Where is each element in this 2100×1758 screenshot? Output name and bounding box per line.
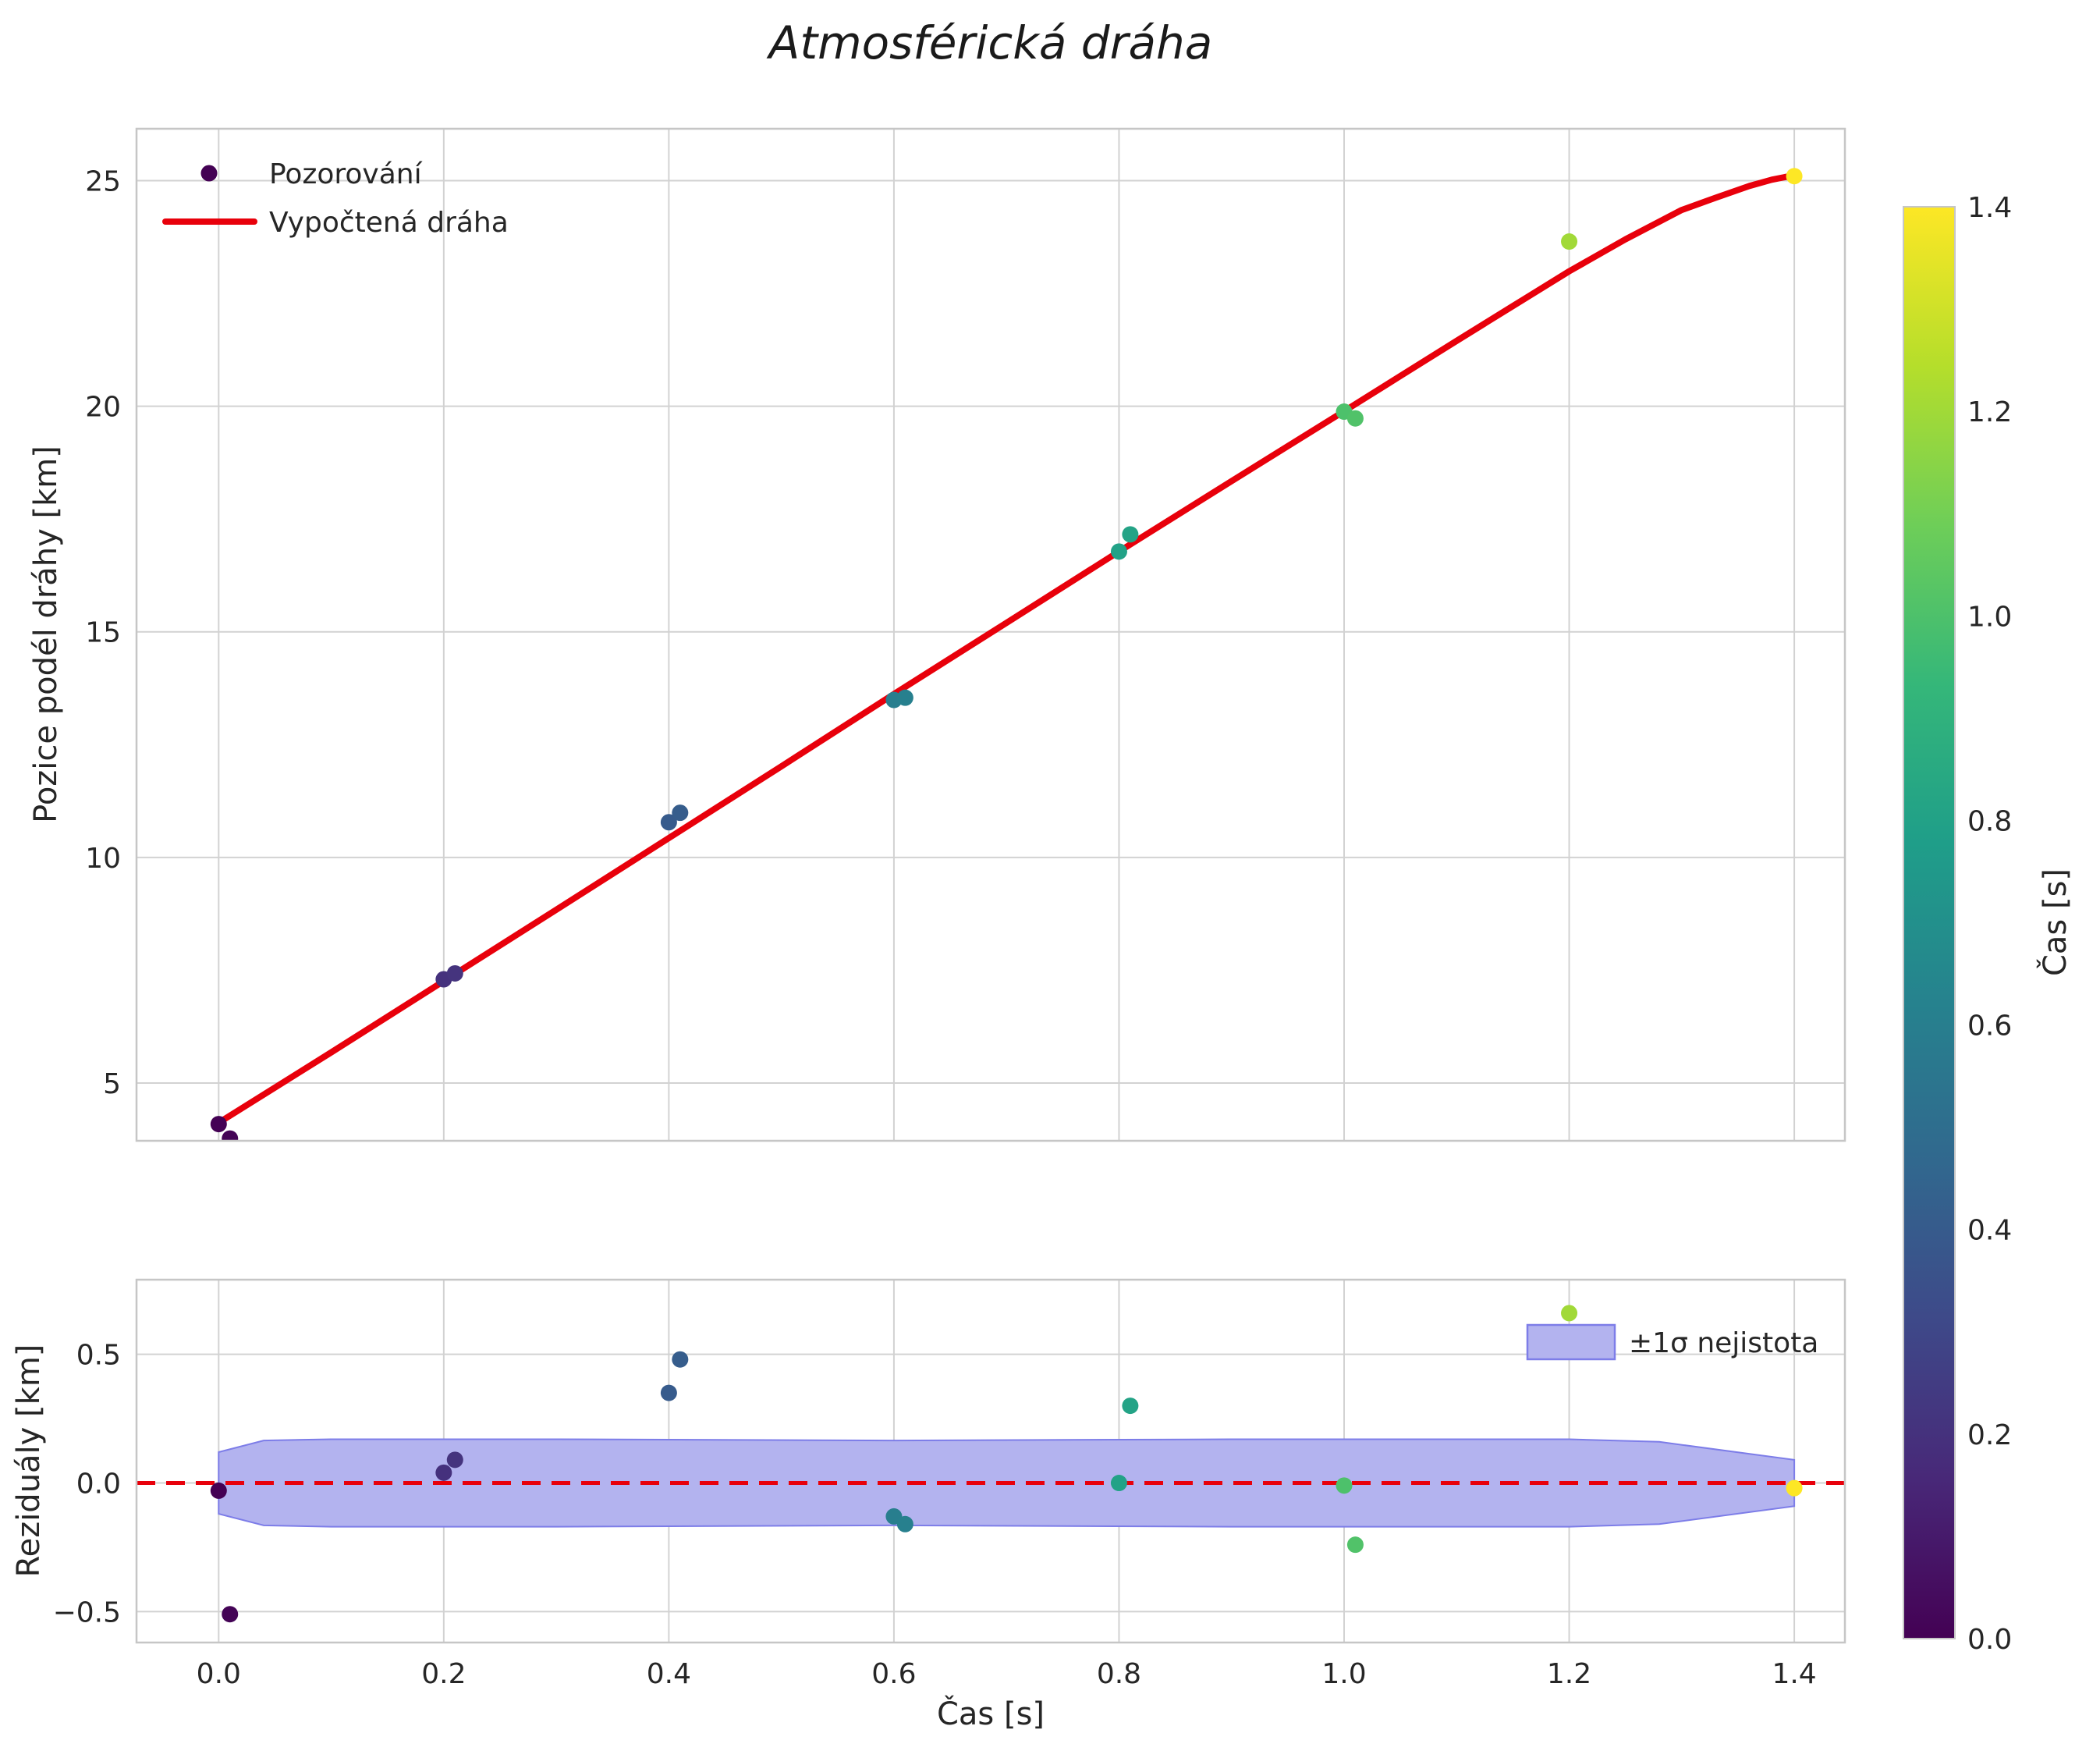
residual-ytick-label: −0.5 xyxy=(53,1596,121,1628)
legend-band-patch-icon xyxy=(1526,1323,1616,1361)
observation-point xyxy=(660,814,677,831)
colorbar-label: Čas [s] xyxy=(2036,868,2073,976)
colorbar-tick-label: 0.2 xyxy=(1967,1419,2012,1451)
colorbar-tick-label: 1.2 xyxy=(1967,396,2012,428)
residual-point xyxy=(1336,1477,1353,1494)
colorbar-tick-label: 0.4 xyxy=(1967,1215,2012,1247)
observation-point xyxy=(222,1130,239,1141)
residual-point xyxy=(446,1451,463,1469)
legend-bottom: ±1σ nejistota xyxy=(1526,1323,1818,1361)
residual-point xyxy=(222,1606,239,1623)
residual-ylabel: Reziduály [km] xyxy=(11,1344,47,1578)
legend-top: Pozorování Vypočtená dráha xyxy=(162,158,509,239)
top-ytick-label: 25 xyxy=(85,165,121,197)
top-plot-data xyxy=(210,168,1803,1141)
xtick-label: 1.4 xyxy=(1772,1658,1816,1690)
residual-point xyxy=(660,1384,677,1401)
top-plot-grid xyxy=(137,129,1845,1141)
legend-label-band: ±1σ nejistota xyxy=(1629,1327,1818,1359)
colorbar-gradient xyxy=(1903,207,1955,1639)
residual-plot-data xyxy=(137,1305,1845,1623)
colorbar-tick-label: 0.6 xyxy=(1967,1010,2012,1042)
observation-point xyxy=(446,964,463,982)
figure-title: Atmosférická dráha xyxy=(766,16,1213,69)
observation-point xyxy=(1786,168,1803,185)
axes-frames xyxy=(135,127,1846,1644)
observation-point xyxy=(1561,233,1578,250)
colorbar: 0.0 0.2 0.4 0.6 0.8 1.0 1.2 1.4 xyxy=(1903,192,2012,1656)
residual-ytick-label: 0.5 xyxy=(76,1340,121,1372)
residual-point xyxy=(210,1482,227,1499)
xtick-label: 0.4 xyxy=(647,1658,691,1690)
residual-point xyxy=(435,1464,452,1481)
residual-point xyxy=(1786,1479,1803,1497)
tick-labels: 5 10 15 20 25 −0.5 0.0 0.5 0.0 0.2 0.4 0.6 0.8 1.0 1.2… xyxy=(53,165,1817,1690)
colorbar-tick-label: 1.4 xyxy=(1967,192,2012,224)
xtick-label: 0.2 xyxy=(421,1658,466,1690)
residual-point xyxy=(1110,1475,1127,1492)
observation-point xyxy=(1346,410,1364,427)
colorbar-tick-label: 0.0 xyxy=(1967,1624,2012,1656)
top-ytick-label: 10 xyxy=(85,843,121,875)
legend-label-observations: Pozorování xyxy=(269,158,423,190)
observation-point xyxy=(1110,543,1127,560)
observation-point xyxy=(1122,526,1139,543)
colorbar-tick-label: 0.8 xyxy=(1967,805,2012,837)
colorbar-tick-label: 1.0 xyxy=(1967,601,2012,633)
xtick-label: 1.0 xyxy=(1321,1658,1366,1690)
xtick-label: 1.2 xyxy=(1547,1658,1591,1690)
legend-label-curve: Vypočtená dráha xyxy=(269,207,509,239)
observation-point xyxy=(896,689,913,706)
top-ytick-label: 5 xyxy=(103,1068,121,1100)
residual-point xyxy=(672,1351,689,1368)
top-ytick-label: 20 xyxy=(85,392,121,424)
top-ylabel: Pozice podél dráhy [km] xyxy=(28,446,64,823)
xtick-label: 0.8 xyxy=(1097,1658,1141,1690)
observation-point xyxy=(672,804,689,822)
xtick-label: 0.6 xyxy=(871,1658,916,1690)
xlabel: Čas [s] xyxy=(937,1695,1045,1732)
residual-point xyxy=(896,1515,913,1532)
residual-point xyxy=(1122,1398,1139,1415)
legend-observations-marker-icon xyxy=(200,165,218,182)
xtick-label: 0.0 xyxy=(197,1658,241,1690)
residual-point xyxy=(1561,1305,1578,1322)
observation-point xyxy=(210,1116,227,1133)
residual-point xyxy=(1346,1536,1364,1554)
top-ytick-label: 15 xyxy=(85,617,121,649)
residual-ytick-label: 0.0 xyxy=(76,1469,121,1501)
